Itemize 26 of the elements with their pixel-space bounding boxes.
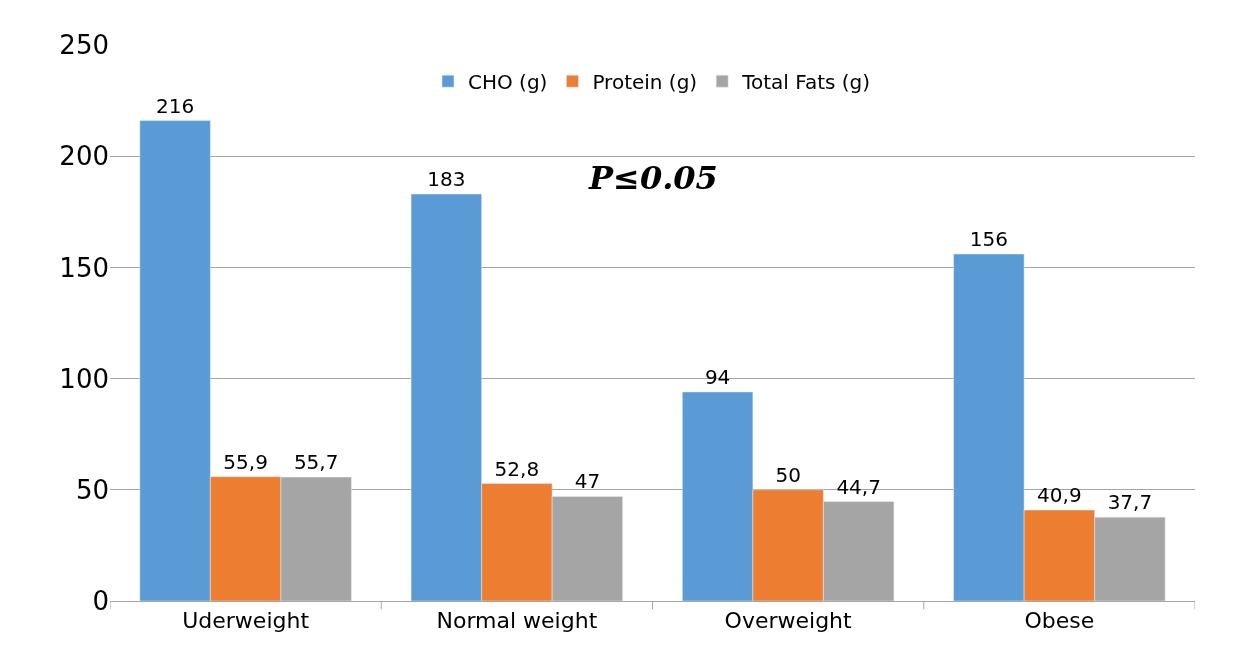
legend-label: CHO (g) — [468, 69, 548, 94]
annotation: P≤0.05 — [588, 159, 718, 197]
data-label: 52,8 — [494, 456, 540, 481]
y-tick-label: 250 — [59, 30, 109, 61]
x-tick-label: Normal weight — [436, 608, 598, 634]
data-label: 55,7 — [293, 450, 339, 475]
x-tick-label: Overweight — [724, 608, 853, 634]
data-label: 216 — [156, 93, 195, 118]
data-label: 94 — [704, 364, 731, 389]
legend-label: Total Fats (g) — [741, 69, 871, 94]
data-label: 47 — [574, 469, 601, 494]
y-tick-label: 100 — [59, 363, 109, 394]
y-tick-label: 0 — [92, 586, 109, 617]
y-tick-label: 150 — [59, 252, 109, 283]
data-label: 55,9 — [223, 449, 268, 474]
y-tick-label: 50 — [75, 474, 109, 505]
data-label: 44,7 — [836, 474, 881, 499]
x-tick-label: Obese — [1024, 608, 1095, 634]
data-label: 156 — [969, 227, 1008, 252]
legend-label: Protein (g) — [592, 69, 698, 94]
data-label: 50 — [775, 462, 801, 487]
data-label: 40,9 — [1037, 483, 1082, 508]
data-label: 183 — [427, 167, 466, 192]
data-label: 37,7 — [1107, 490, 1153, 515]
y-tick-label: 200 — [59, 141, 109, 172]
x-tick-label: Uderweight — [182, 608, 310, 634]
